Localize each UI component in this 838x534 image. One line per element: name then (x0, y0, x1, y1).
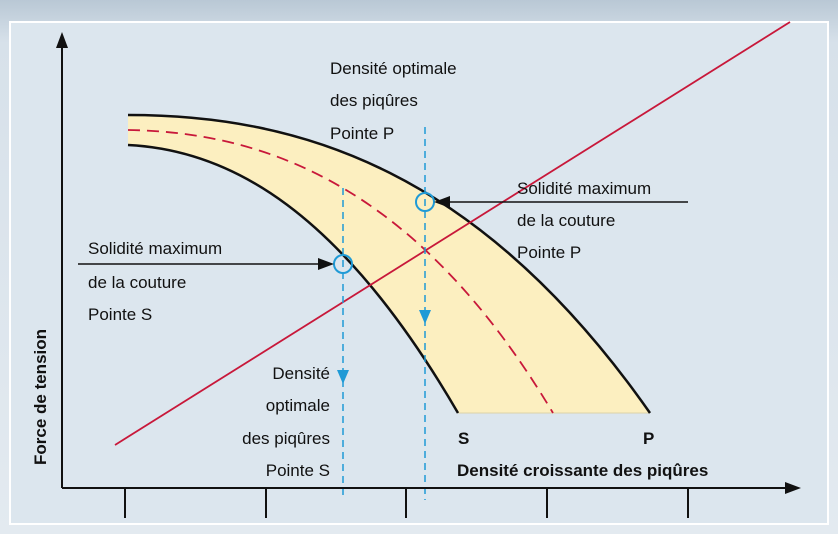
label: Densité (272, 364, 330, 383)
label: Pointe S (266, 461, 330, 480)
ticks (124, 488, 689, 518)
x-axis-label: Densité croissante des piqûres (457, 461, 708, 480)
label: Solidité maximum (88, 239, 222, 258)
arrowhead (785, 482, 801, 494)
label: optimale (266, 396, 330, 415)
curve-p (127, 113, 652, 414)
label: des piqûres (330, 91, 418, 110)
arrowhead (434, 196, 450, 208)
arrowhead (419, 310, 431, 324)
middle-curve (127, 129, 554, 414)
arrowhead (337, 370, 349, 384)
label: Pointe P (517, 243, 581, 262)
label: de la couture (88, 273, 186, 292)
band (128, 115, 650, 413)
label: Solidité maximum (517, 179, 651, 198)
red-line (114, 21, 791, 446)
label: Pointe P (330, 124, 394, 143)
label: Pointe S (88, 305, 152, 324)
arrowhead (56, 32, 68, 48)
curve-label: P (643, 429, 654, 448)
label: des piqûres (242, 429, 330, 448)
curve-label: S (458, 429, 469, 448)
y-axis-label: Force de tension (31, 329, 50, 465)
label: de la couture (517, 211, 615, 230)
label: Densité optimale (330, 59, 457, 78)
arrowhead (318, 258, 334, 270)
curve-s (127, 143, 460, 414)
